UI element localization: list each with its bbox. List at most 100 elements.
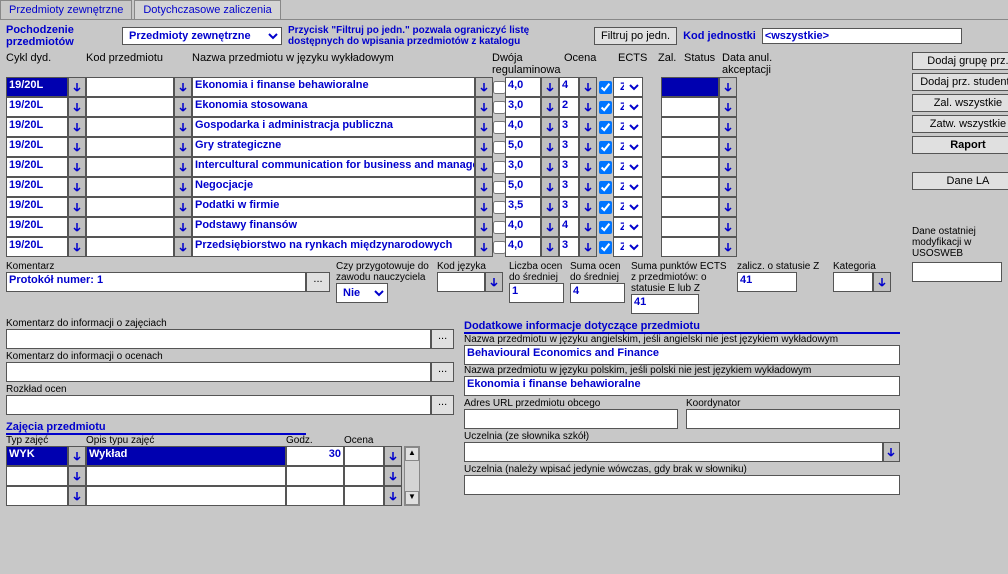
kod-cell[interactable]	[86, 97, 174, 117]
dane-la-button[interactable]: Dane LA	[912, 172, 1008, 190]
kod-arrow[interactable]	[174, 197, 192, 217]
zal-checkbox[interactable]	[597, 197, 613, 217]
godz-cell-2[interactable]	[286, 466, 344, 486]
ects-arrow[interactable]	[579, 197, 597, 217]
cykl-arrow[interactable]	[68, 137, 86, 157]
ocena-cell[interactable]: 4,0	[505, 237, 541, 257]
dwoja-checkbox[interactable]	[493, 97, 505, 117]
komentarz-more[interactable]: ...	[306, 272, 330, 292]
uczelnia1-input[interactable]	[464, 442, 883, 462]
ocena-arrow[interactable]	[541, 237, 559, 257]
anul-arrow[interactable]	[719, 157, 737, 177]
ocena2-cell[interactable]	[344, 446, 384, 466]
cykl-cell[interactable]: 19/20L	[6, 217, 68, 237]
cykl-arrow[interactable]	[68, 237, 86, 257]
ocena2-cell-3[interactable]	[344, 486, 384, 506]
ects-arrow[interactable]	[579, 97, 597, 117]
dwoja-checkbox[interactable]	[493, 197, 505, 217]
godz-cell[interactable]: 30	[286, 446, 344, 466]
ocena-arrow[interactable]	[541, 97, 559, 117]
liczba-input[interactable]: 1	[509, 283, 564, 303]
ocena-cell[interactable]: 4,0	[505, 217, 541, 237]
cykl-arrow[interactable]	[68, 117, 86, 137]
kod-cell[interactable]	[86, 177, 174, 197]
typzaj-arrow[interactable]	[68, 446, 86, 466]
cykl-cell[interactable]: 19/20L	[6, 197, 68, 217]
ects-cell[interactable]: 3	[559, 197, 579, 217]
anul-arrow[interactable]	[719, 117, 737, 137]
kategoria-arrow[interactable]	[873, 272, 891, 292]
typzaj-cell-3[interactable]	[6, 486, 68, 506]
kod-arrow[interactable]	[174, 77, 192, 97]
typzaj-arrow-2[interactable]	[68, 466, 86, 486]
anul-arrow[interactable]	[719, 177, 737, 197]
dwoja-checkbox[interactable]	[493, 217, 505, 237]
ects-cell[interactable]: 4	[559, 217, 579, 237]
nazwa-arrow[interactable]	[475, 117, 493, 137]
origin-select[interactable]: Przedmioty zewnętrzne	[122, 27, 282, 45]
ects-arrow[interactable]	[579, 77, 597, 97]
nazwa-cell[interactable]: Przedsiębiorstwo na rynkach międzynarodo…	[192, 237, 475, 257]
zatw-all-button[interactable]: Zatw. wszystkie	[912, 115, 1008, 133]
kodjez-arrow[interactable]	[485, 272, 503, 292]
kodjez-input[interactable]	[437, 272, 485, 292]
ocena-cell[interactable]: 5,0	[505, 177, 541, 197]
nazwa-arrow[interactable]	[475, 237, 493, 257]
nazwa-arrow[interactable]	[475, 217, 493, 237]
cykl-cell[interactable]: 19/20L	[6, 97, 68, 117]
kod-arrow[interactable]	[174, 217, 192, 237]
anul-cell[interactable]	[661, 197, 719, 217]
ects-arrow[interactable]	[579, 237, 597, 257]
status-select[interactable]: Z	[613, 217, 643, 237]
cykl-arrow[interactable]	[68, 177, 86, 197]
status-select[interactable]: Z	[613, 77, 643, 97]
anul-arrow[interactable]	[719, 237, 737, 257]
nazwa-cell[interactable]: Ekonomia i finanse behawioralne	[192, 77, 475, 97]
kod-cell[interactable]	[86, 77, 174, 97]
nazwa-arrow[interactable]	[475, 97, 493, 117]
kod-arrow[interactable]	[174, 97, 192, 117]
sumao-input[interactable]: 4	[570, 283, 625, 303]
typzaj-cell[interactable]: WYK	[6, 446, 68, 466]
nazwa-arrow[interactable]	[475, 197, 493, 217]
kod-cell[interactable]	[86, 237, 174, 257]
anul-arrow[interactable]	[719, 137, 737, 157]
status-select[interactable]: Z	[613, 197, 643, 217]
komocen-more[interactable]: ...	[431, 362, 454, 382]
tab-external[interactable]: Przedmioty zewnętrzne	[0, 0, 132, 19]
nazwa-cell[interactable]: Gospodarka i administracja publiczna	[192, 117, 475, 137]
opistyp-cell-2[interactable]	[86, 466, 286, 486]
ocena2-arrow[interactable]	[384, 446, 402, 466]
kategoria-input[interactable]	[833, 272, 873, 292]
ocena-cell[interactable]: 4,0	[505, 77, 541, 97]
cykl-arrow[interactable]	[68, 157, 86, 177]
cykl-arrow[interactable]	[68, 197, 86, 217]
kod-cell[interactable]	[86, 197, 174, 217]
kod-cell[interactable]	[86, 157, 174, 177]
ects-arrow[interactable]	[579, 117, 597, 137]
cykl-arrow[interactable]	[68, 77, 86, 97]
unit-code-input[interactable]	[762, 28, 962, 44]
ocena-arrow[interactable]	[541, 217, 559, 237]
cykl-cell[interactable]: 19/20L	[6, 177, 68, 197]
zal-checkbox[interactable]	[597, 77, 613, 97]
anul-cell[interactable]	[661, 217, 719, 237]
ocena-arrow[interactable]	[541, 117, 559, 137]
ocena2-arrow-2[interactable]	[384, 466, 402, 486]
ects-arrow[interactable]	[579, 137, 597, 157]
ocena2-arrow-3[interactable]	[384, 486, 402, 506]
nazwa-cell[interactable]: Ekonomia stosowana	[192, 97, 475, 117]
kod-arrow[interactable]	[174, 237, 192, 257]
ects-cell[interactable]: 2	[559, 97, 579, 117]
kod-arrow[interactable]	[174, 177, 192, 197]
anul-cell[interactable]	[661, 77, 719, 97]
kod-arrow[interactable]	[174, 137, 192, 157]
zal-checkbox[interactable]	[597, 157, 613, 177]
status-select[interactable]: Z	[613, 177, 643, 197]
ects-cell[interactable]: 3	[559, 237, 579, 257]
nazwaang-input[interactable]: Behavioural Economics and Finance	[464, 345, 900, 365]
ocena2-cell-2[interactable]	[344, 466, 384, 486]
dwoja-checkbox[interactable]	[493, 157, 505, 177]
anul-cell[interactable]	[661, 157, 719, 177]
cykl-cell[interactable]: 19/20L	[6, 157, 68, 177]
